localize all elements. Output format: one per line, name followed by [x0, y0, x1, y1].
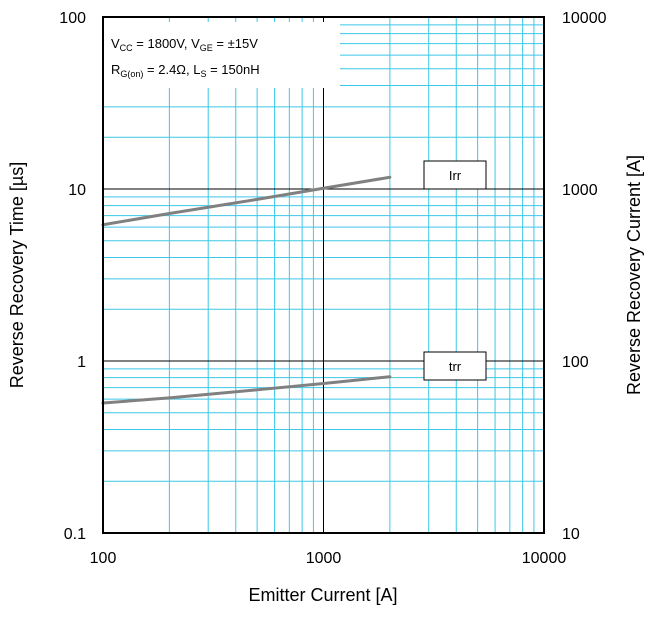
- y2-tick-label: 1000: [562, 182, 598, 199]
- trr-label-box: [423, 351, 487, 381]
- y-tick-label: 0.1: [64, 526, 86, 543]
- series-line-trr: [101, 375, 392, 405]
- annotation-line-1: VCC = 1800V, VGE = ±15V: [111, 36, 258, 53]
- y-axis-title: Reverse Recovery Time [µs]: [7, 162, 27, 388]
- series-group: [101, 175, 392, 405]
- x-tick-label: 10000: [522, 550, 567, 567]
- y-tick-label: 1: [77, 354, 86, 371]
- y2-tick-label: 100: [562, 354, 589, 371]
- irr-label: Irr: [449, 168, 462, 183]
- x-axis-title: Emitter Current [A]: [248, 585, 397, 605]
- trr-label: trr: [449, 359, 462, 374]
- plot-frame: [102, 16, 545, 534]
- x-tick-label: 100: [90, 550, 117, 567]
- y2-tick-label: 10000: [562, 10, 607, 27]
- y2-axis-title: Reverse Recovery Current [A]: [624, 155, 644, 395]
- y-tick-label: 100: [59, 10, 86, 27]
- tick-labels: 100 1000 10000 0.1 1 10 100 10 100 1000 10000: [59, 10, 606, 567]
- y-tick-label: 10: [68, 182, 86, 199]
- annotation-line-2: RG(on) = 2.4Ω, LS = 150nH: [111, 62, 260, 79]
- x-tick-label: 1000: [306, 550, 342, 567]
- y2-tick-label: 10: [562, 526, 580, 543]
- annotation-box: [104, 22, 340, 88]
- irr-label-box: [423, 160, 487, 190]
- series-line-irr: [101, 175, 392, 227]
